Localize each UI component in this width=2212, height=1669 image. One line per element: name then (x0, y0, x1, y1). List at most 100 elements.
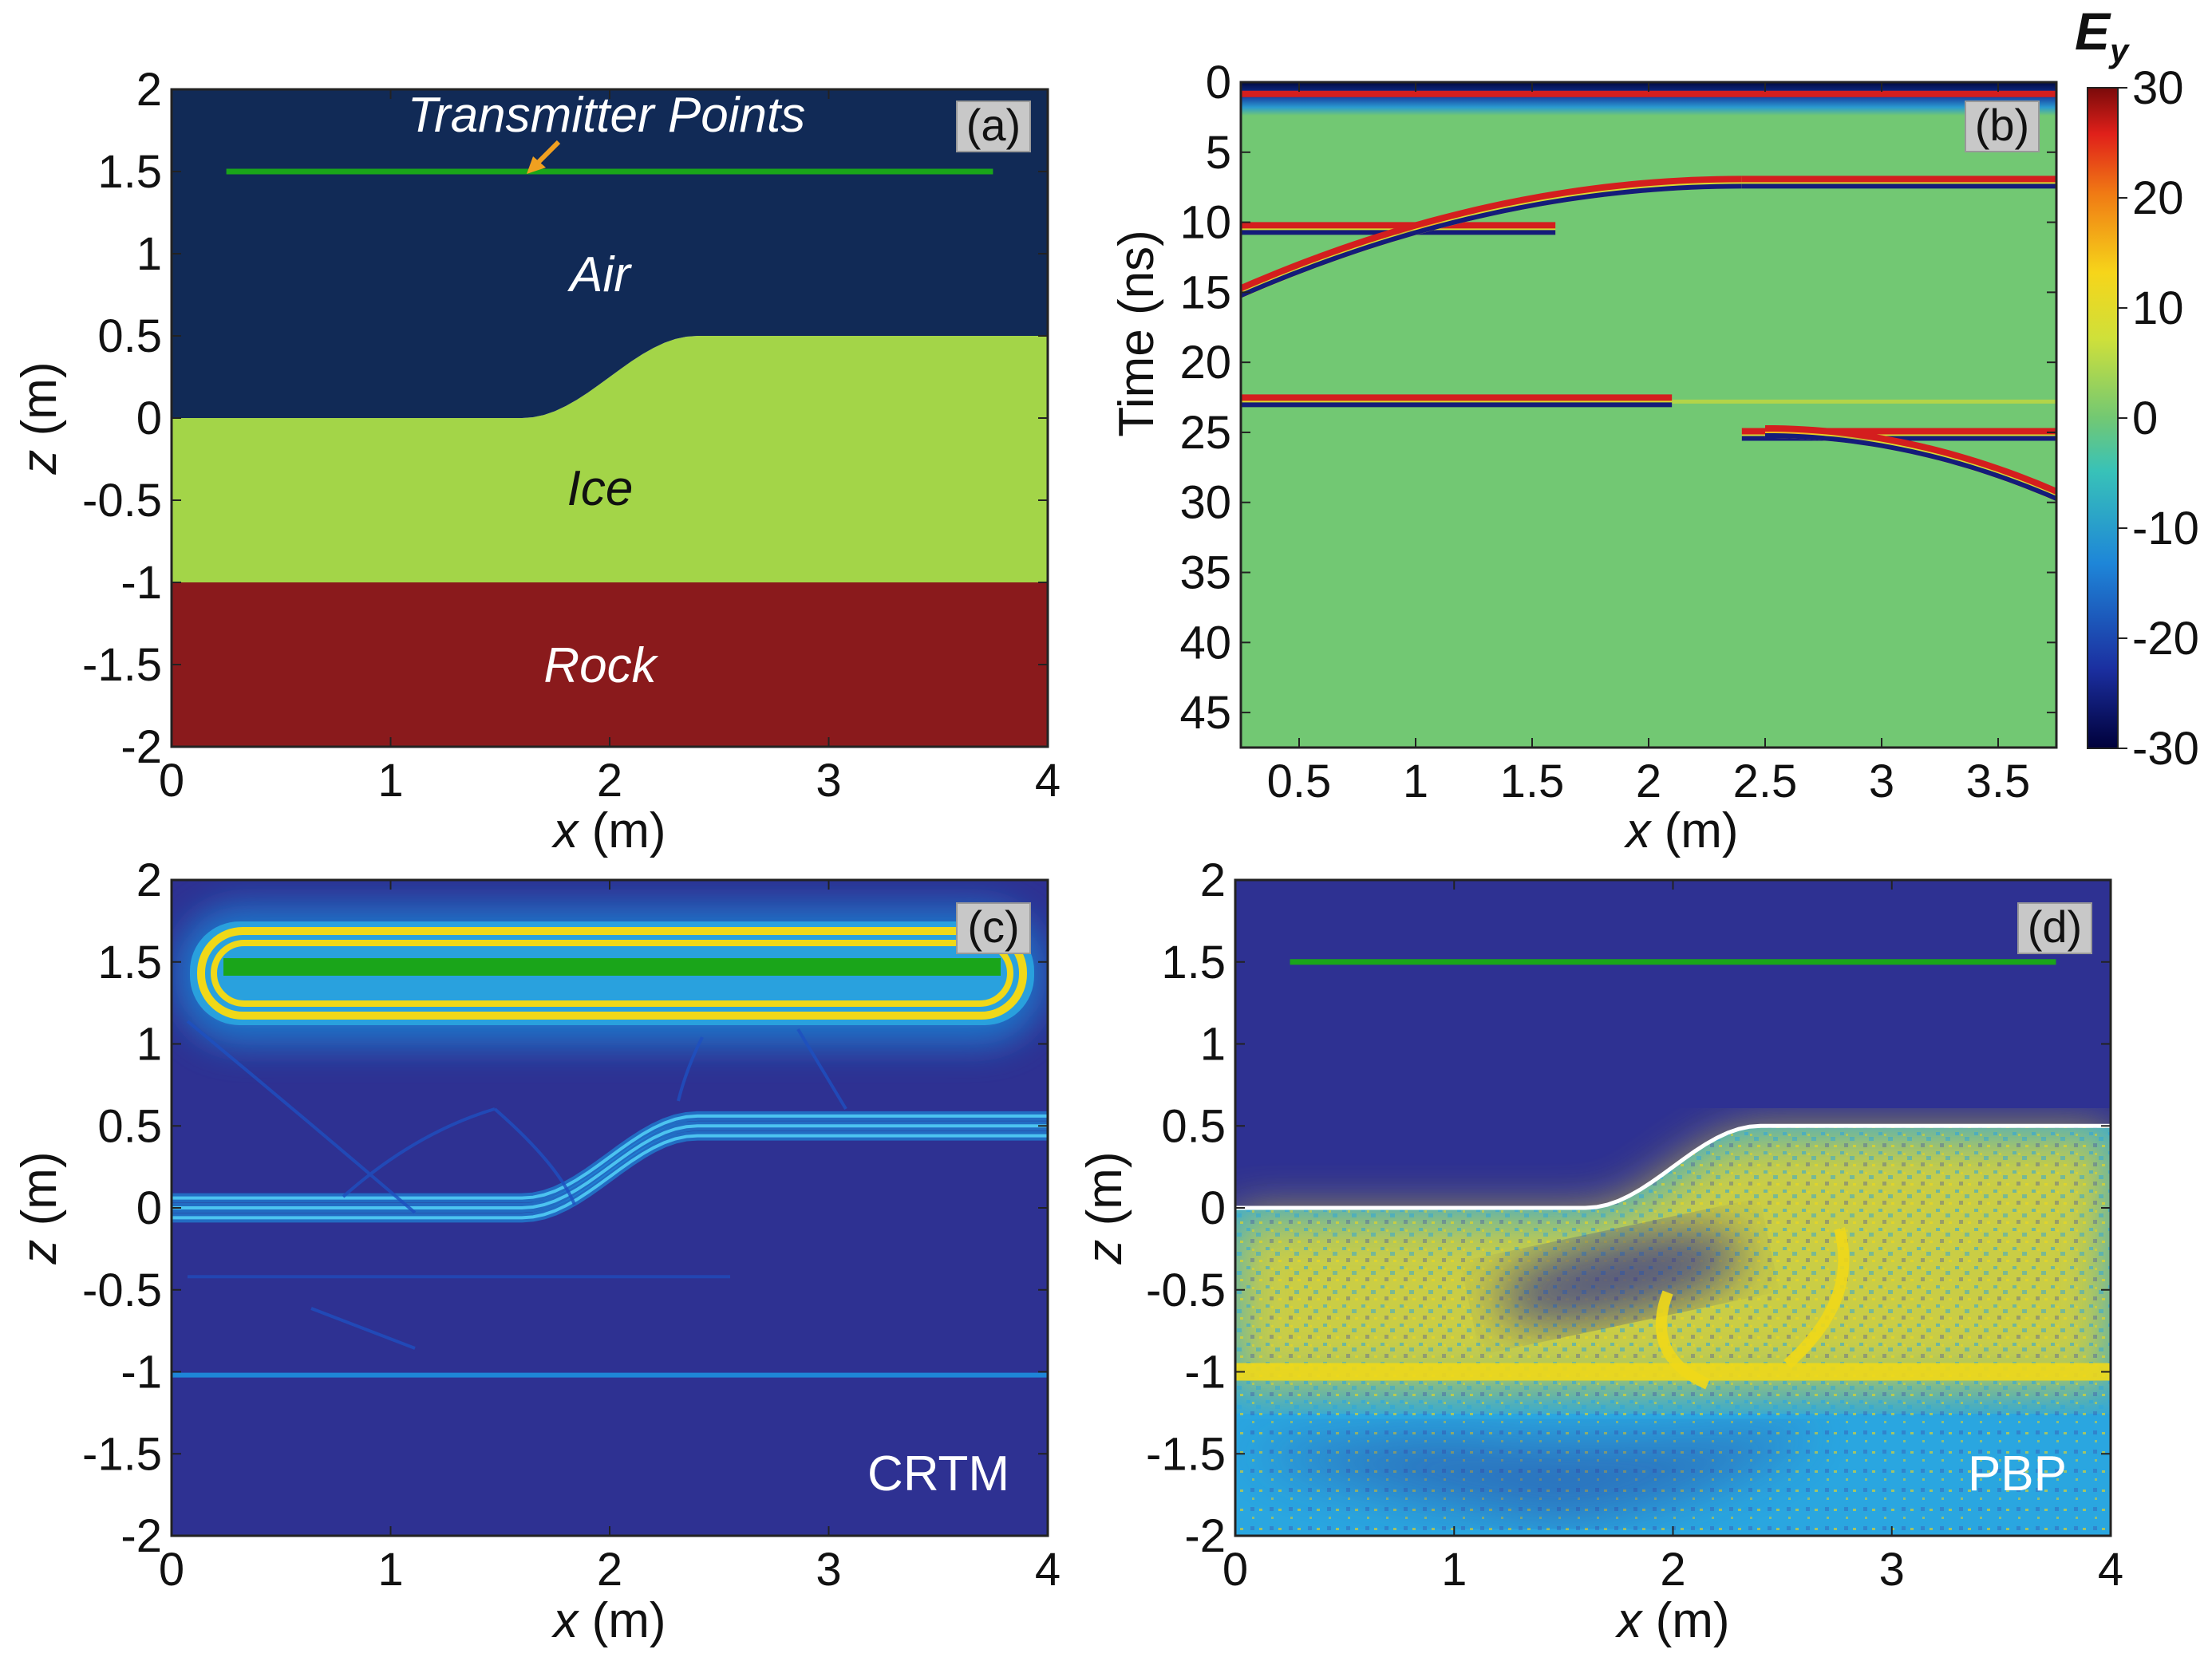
panel-c-xlabel: x (m) (551, 1593, 666, 1648)
panel-a-x-ticks: 0 1 2 3 4 (159, 89, 1061, 807)
y-tick-label: -2 (120, 721, 162, 773)
y-tick-label: 1.5 (97, 146, 162, 198)
panel-d-ylabel: z (m) (1077, 1151, 1132, 1265)
x-tick-label: 1 (377, 755, 403, 807)
colorbar-tick-label: 20 (2132, 172, 2184, 224)
layer-label-rock: Rock (543, 638, 658, 693)
y-tick-label: -1.5 (82, 1428, 162, 1480)
transmitter-annotation: Transmitter Points (408, 88, 805, 174)
x-tick-label: 0 (159, 755, 184, 807)
panel-b-x-ticks: 0.5 1 1.5 2 2.5 3 3.5 (1267, 82, 2031, 807)
panel-a-label: (a) (966, 100, 1021, 150)
y-tick-label: 0 (1206, 57, 1231, 109)
x-tick-label: 2 (1660, 1544, 1685, 1596)
diffraction-curve-red (1241, 176, 1742, 292)
y-tick-label: 45 (1179, 687, 1231, 739)
crtm-interfaces (172, 1111, 1048, 1378)
x-tick-label: 1 (1441, 1544, 1467, 1596)
y-tick-label: -1.5 (82, 639, 162, 691)
panel-c-label-box (956, 902, 1031, 954)
y-tick-label: -2 (1184, 1510, 1226, 1562)
pbp-arc-1 (1655, 1290, 1710, 1390)
colorbar-tick-label: -20 (2132, 613, 2199, 665)
radargram-background (1241, 82, 2056, 748)
ice-layer (172, 336, 1048, 582)
panel-a-xlabel: x (m) (551, 803, 666, 858)
crtm-surface-line (172, 1124, 1048, 1209)
x-tick-label: 3 (816, 1544, 841, 1596)
y-tick-label: 1 (1200, 1019, 1226, 1071)
panel-a-label-box (956, 101, 1031, 152)
x-tick-label: 2 (1636, 756, 1661, 807)
panel-d-y-ticks: 2 1.5 1 0.5 0 -0.5 -1 -1.5 -2 (1146, 854, 2111, 1562)
y-tick-label: 0 (136, 1182, 162, 1234)
x-tick-label: 2 (597, 1544, 622, 1596)
colorbar: 30 20 10 0 -10 -20 -30 Ey (2075, 2, 2199, 775)
y-tick-label: 2 (1200, 854, 1226, 906)
crtm-source-ring-inner (211, 940, 1013, 1007)
y-tick-label: 35 (1179, 547, 1231, 599)
colorbar-tick-label: -10 (2132, 503, 2199, 554)
panel-c-x-ticks: 0 1 2 3 4 (159, 880, 1061, 1596)
y-tick-label: -0.5 (82, 475, 162, 527)
crtm-method-label: CRTM (867, 1446, 1009, 1501)
diffraction-curve-halo (1241, 177, 1742, 298)
x-tick-label: 1 (377, 1544, 403, 1596)
panel-c-label: (c) (967, 902, 1019, 952)
y-tick-label: 25 (1179, 407, 1231, 459)
y-tick-label: -1 (120, 557, 162, 609)
x-tick-label: 4 (1035, 1544, 1061, 1596)
x-tick-label: 0 (1223, 1544, 1248, 1596)
panel-c-ylabel: z (m) (12, 1151, 67, 1265)
y-tick-label: 2 (136, 64, 162, 116)
pbp-deep-shadow (1245, 1428, 1819, 1520)
ice-rock-diffraction-red (1764, 424, 2056, 495)
y-tick-label: 15 (1179, 266, 1231, 318)
colorbar-gradient (2087, 87, 2119, 749)
pbp-surface-line (1235, 1123, 2111, 1210)
y-tick-label: 1.5 (1161, 937, 1226, 988)
radargram-events (1241, 90, 2056, 501)
transmitter-points-label: Transmitter Points (408, 88, 805, 143)
ice-rock-diffraction-blue (1764, 432, 2056, 501)
crtm-artifacts (186, 1020, 847, 1350)
colorbar-ticks: 30 20 10 0 -10 -20 -30 (2118, 62, 2199, 775)
pbp-method-label: PBP (1968, 1446, 2067, 1501)
panel-d-label: (d) (2028, 902, 2082, 952)
y-tick-label: 1 (136, 228, 162, 280)
panel-b-radargram (1241, 82, 2056, 748)
pbp-subsurface-speckle (1235, 1126, 2111, 1536)
pbp-arc-2 (1783, 1227, 1850, 1369)
y-tick-label: -1.5 (1146, 1428, 1226, 1480)
y-tick-label: 1.5 (97, 937, 162, 988)
x-tick-label: 1.5 (1500, 756, 1565, 807)
panel-b-label-box (1965, 101, 2040, 152)
colorbar-tick-label: 10 (2132, 282, 2184, 334)
x-tick-label: 1 (1403, 756, 1428, 807)
y-tick-label: 0 (136, 393, 162, 444)
y-tick-label: -1 (120, 1347, 162, 1399)
y-tick-label: 0 (1200, 1182, 1226, 1234)
panel-c-crtm-image (172, 880, 1048, 1536)
y-tick-label: -2 (120, 1510, 162, 1562)
panel-d-xlabel: x (m) (1614, 1593, 1729, 1648)
transmitter-arrowhead (527, 156, 546, 174)
x-tick-label: 0.5 (1267, 756, 1332, 807)
ice-rock-diffraction-halo (1764, 426, 2056, 501)
x-tick-label: 3 (1879, 1544, 1905, 1596)
colorbar-tick-label: -30 (2132, 723, 2199, 775)
y-tick-label: -1 (1184, 1347, 1226, 1399)
panel-b-label: (b) (1975, 100, 2029, 150)
crtm-source-ring-outer (197, 927, 1027, 1020)
x-tick-label: 3 (1869, 756, 1894, 807)
pbp-dark-pocket (1495, 1229, 1745, 1324)
diffraction-curve-blue (1241, 183, 1742, 298)
panel-b-xlabel: x (m) (1623, 803, 1738, 858)
x-tick-label: 3.5 (1966, 756, 2031, 807)
panel-c-y-ticks: 2 1.5 1 0.5 0 -0.5 -1 -1.5 -2 (82, 854, 1048, 1562)
colorbar-label: Ey (2075, 2, 2131, 69)
panel-b-y-ticks: 0 5 10 15 20 25 30 35 40 45 (1179, 57, 2056, 739)
x-tick-label: 2 (597, 755, 622, 807)
panel-b-ylabel: Time (ns) (1109, 230, 1164, 436)
